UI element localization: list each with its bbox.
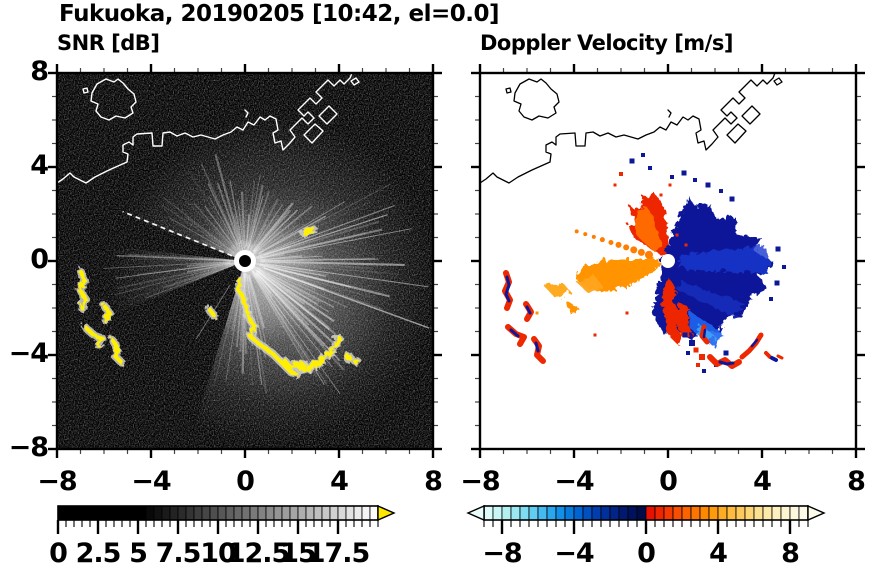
svg-text:0: 0 xyxy=(50,538,67,568)
axis-tick-label: −8 xyxy=(460,466,500,497)
svg-text:4: 4 xyxy=(709,538,727,568)
svg-text:17.5: 17.5 xyxy=(307,538,370,568)
svg-text:15: 15 xyxy=(280,538,316,568)
axis-tick-label: −4 xyxy=(8,338,49,369)
axis-tick-label: 4 xyxy=(753,466,772,497)
axis-tick-label: 8 xyxy=(847,466,866,497)
axis-tick-label: 8 xyxy=(424,466,443,497)
snr-panel-title: SNR [dB] xyxy=(57,31,160,55)
axis-tick-label: −4 xyxy=(554,466,594,497)
doppler-panel-title: Doppler Velocity [m/s] xyxy=(480,31,733,55)
svg-text:8: 8 xyxy=(781,538,799,568)
axis-tick-label: 0 xyxy=(659,466,678,497)
axis-tick-label: 0 xyxy=(30,244,49,275)
svg-text:−4: −4 xyxy=(554,538,594,568)
svg-text:−8: −8 xyxy=(482,538,522,568)
axis-tick-label: −8 xyxy=(37,466,77,497)
svg-text:7.5: 7.5 xyxy=(156,538,201,568)
axis-tick-label: 0 xyxy=(236,466,255,497)
axis-tick-label: 8 xyxy=(30,56,49,87)
doppler-panel-plot xyxy=(471,64,865,458)
svg-text:0: 0 xyxy=(637,538,655,568)
figure-title: Fukuoka, 20190205 [10:42, el=0.0] xyxy=(59,1,500,27)
svg-text:2.5: 2.5 xyxy=(76,538,121,568)
doppler-colorbar: −8 −4 0 4 8 xyxy=(466,504,826,568)
svg-text:5: 5 xyxy=(129,538,147,568)
snr-panel-plot xyxy=(48,64,442,458)
axis-tick-label: −8 xyxy=(8,432,49,463)
axis-tick-label: 4 xyxy=(30,150,49,181)
svg-text:10: 10 xyxy=(200,538,236,568)
svg-text:12.5: 12.5 xyxy=(227,538,290,568)
axis-tick-label: −4 xyxy=(131,466,171,497)
axis-tick-label: 4 xyxy=(330,466,349,497)
